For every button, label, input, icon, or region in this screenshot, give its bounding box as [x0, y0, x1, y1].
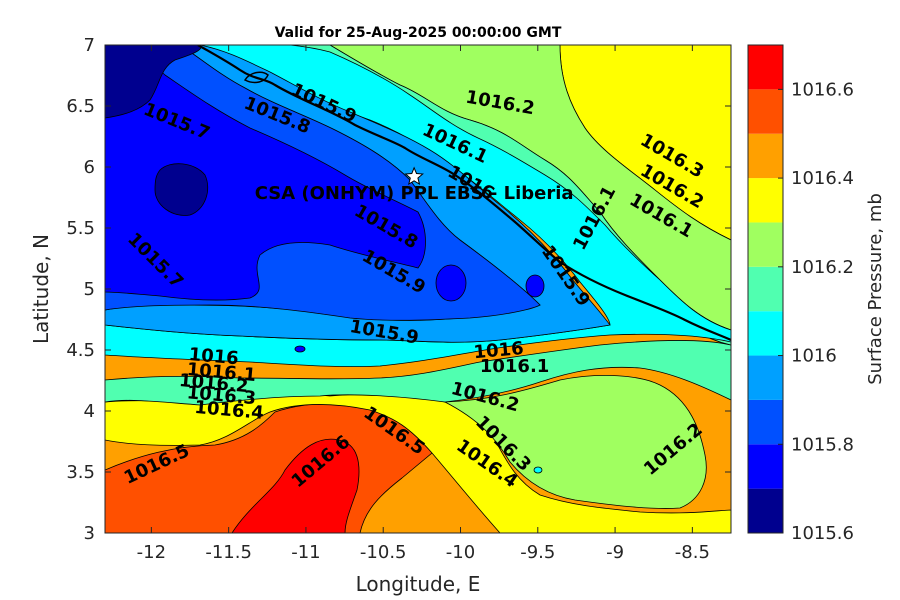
colorbar-tick-label: 1016.2: [791, 257, 854, 278]
x-tick-label: -11.5: [205, 542, 252, 563]
band-1015-6: [105, 45, 202, 119]
x-tick-label: -10: [446, 542, 475, 563]
colorbar-segment: [748, 89, 783, 134]
band-1015-6-pocket: [154, 163, 209, 216]
colorbar-segment: [748, 222, 783, 267]
band-1016-2-south: [443, 375, 707, 509]
contour-plot-area: [105, 45, 731, 533]
y-tick-label: 6.5: [66, 96, 95, 117]
y-tick-label: 4.5: [66, 340, 95, 361]
colorbar-tick-label: 1016.6: [791, 79, 854, 100]
x-tick-label: -9.5: [520, 542, 555, 563]
coast-island: [243, 71, 269, 84]
colorbar-segment: [748, 488, 783, 533]
y-tick-label: 7: [84, 35, 95, 56]
x-tick-label: -10.5: [360, 542, 407, 563]
colorbar-label: Surface Pressure, mb: [865, 193, 886, 385]
colorbar-segment: [748, 45, 783, 90]
chart-title: Valid for 25-Aug-2025 00:00:00 GMT: [275, 25, 562, 41]
colorbar-frame: [747, 44, 784, 534]
site-marker-group: CSA (ONHYM) PPL EBS - Liberia: [255, 166, 574, 204]
colorbar: 1016.6 1016.4 1016.2 1016 1015.8 1015.6: [747, 44, 854, 544]
band-1016-1: [105, 340, 731, 406]
colorbar-tick-label: 1016: [791, 346, 837, 367]
colorbar-segment: [748, 444, 783, 489]
y-tick-label: 3.5: [66, 462, 95, 483]
band-1015-7: [105, 58, 426, 301]
x-tick-label: -9: [606, 542, 624, 563]
low-pocket-3: [294, 345, 306, 353]
colorbar-segment: [748, 355, 783, 400]
pocket-1016: [533, 466, 543, 474]
y-axis-label: Latitude, N: [29, 234, 53, 344]
y-tick-label: 5: [84, 279, 95, 300]
site-star-icon: [404, 166, 424, 186]
low-pocket-2: [525, 274, 545, 298]
colorbar-tick-label: 1015.8: [791, 434, 854, 455]
colorbar-segment: [748, 178, 783, 223]
contour-label: 1016: [188, 344, 240, 369]
contour-label: 1016: [473, 338, 525, 363]
x-tick-label: -12: [137, 542, 166, 563]
x-tick-label: -8.5: [675, 542, 710, 563]
coastline: [197, 45, 731, 342]
colorbar-segment: [748, 399, 783, 445]
low-pocket-1: [435, 264, 467, 302]
y-tick-label: 6: [84, 157, 95, 178]
contour-label: 1016.1: [480, 356, 549, 377]
y-tick-label: 4: [84, 401, 95, 422]
y-axis: 7 6.5 6 5.5 5 4.5 4 3.5 3: [66, 35, 731, 544]
y-tick-label: 5.5: [66, 218, 95, 239]
colorbar-segment: [748, 311, 783, 356]
colorbar-segment: [748, 133, 783, 179]
x-tick-label: -11: [291, 542, 320, 563]
band-1016-6: [231, 438, 360, 533]
x-axis: -12 -11.5 -11 -10.5 -10 -9.5 -9 -8.5: [137, 45, 710, 563]
colorbar-tick-label: 1015.6: [791, 523, 854, 544]
colorbar-segment: [748, 266, 783, 312]
x-axis-label: Longitude, E: [356, 572, 481, 596]
colorbar-tick-label: 1016.4: [791, 168, 854, 189]
site-label: CSA (ONHYM) PPL EBS - Liberia: [255, 183, 574, 204]
y-tick-label: 3: [84, 523, 95, 544]
